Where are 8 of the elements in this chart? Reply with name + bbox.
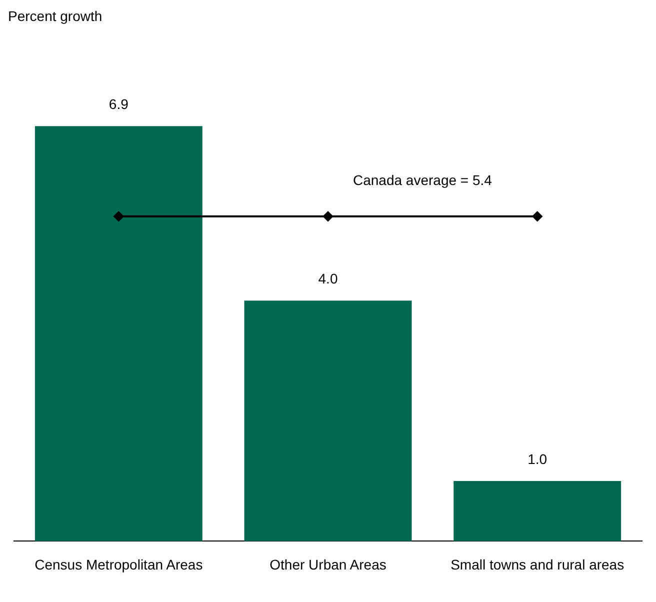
x-tick-label: Small towns and rural areas: [450, 556, 624, 572]
data-label: 4.0: [318, 270, 338, 286]
data-label: 6.9: [108, 96, 129, 112]
data-label: 1.0: [528, 450, 548, 467]
x-tick-label: Other Urban Areas: [270, 556, 386, 572]
text: Percent growth: [8, 8, 104, 26]
x-tick-label: Census Metropolitan Areas: [34, 556, 203, 572]
annotation: Canada average = 5.4: [353, 172, 492, 188]
